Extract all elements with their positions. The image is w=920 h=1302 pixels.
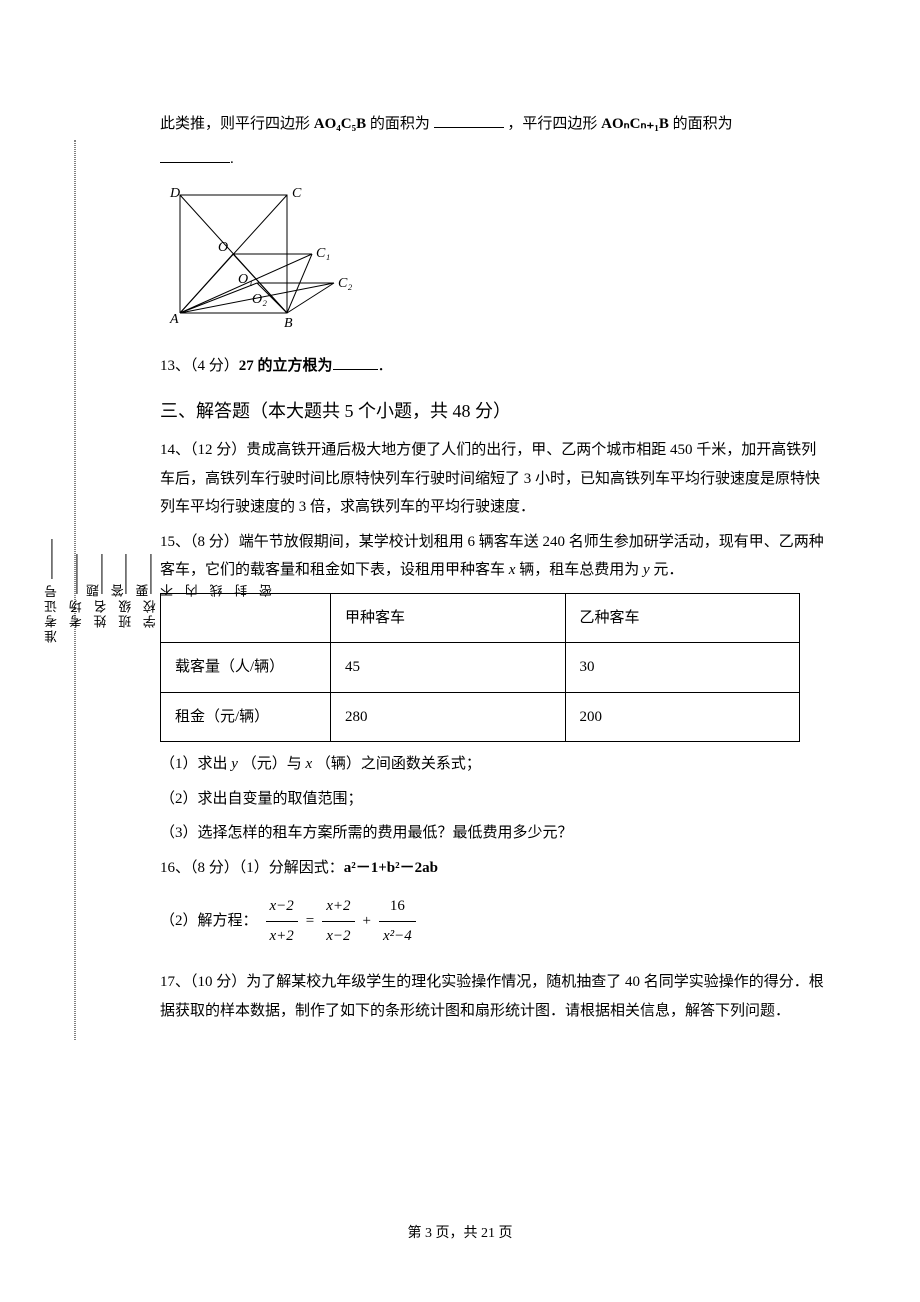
q15-sub1-b: （元）与 [242, 756, 302, 772]
fraction: 16 x²−4 [379, 892, 416, 950]
figure-label-C1: C₁ [316, 246, 330, 261]
binding-gutter: 学校 班级 姓名 考场 准考证号 密 封 线 内 不 要 答 题 [40, 140, 110, 1040]
figure-label-D: D [169, 186, 180, 201]
q15-body: 端午节放假期间，某学校计划租用 6 辆客车送 240 名师生参加研学活动，现有甲… [160, 534, 824, 579]
q13: 13、（4 分）27 的立方根为 ． [160, 352, 830, 381]
q17-body: 为了解某校九年级学生的理化实验操作情况，随机抽查了 40 名同学实验操作的得分．… [160, 974, 824, 1019]
table-cell: 280 [331, 692, 566, 742]
q12-figure: A B C D O O₁ O₂ C₁ C₂ [162, 183, 830, 344]
q16-part2: （2）解方程： x−2 x+2 = x+2 x−2 + 16 x²−4 [160, 892, 830, 950]
figure-label-C2: C₂ [338, 276, 352, 291]
q15-var-y: y [231, 756, 238, 772]
binding-label: 姓名 [89, 598, 114, 628]
frac-num: x−2 [266, 892, 298, 921]
q15-sub1: （1）求出 y （元）与 x （辆）之间函数关系式； [160, 750, 830, 779]
q12-text: 此类推，则平行四边形 [160, 116, 310, 132]
table-cell: 载客量（人/辆） [161, 643, 331, 693]
q16-part1: 16、（8 分）（1）分解因式：a²－1+b²－2ab [160, 854, 830, 883]
q15-body: 辆，租车总费用为 [519, 562, 639, 578]
plus-sign: + [363, 907, 371, 936]
table-cell [161, 593, 331, 643]
q15-bus-table: 甲种客车 乙种客车 载客量（人/辆） 45 30 租金（元/辆） 280 200 [160, 593, 800, 743]
frac-num: x+2 [322, 892, 354, 921]
q15-sub1-a: （1）求出 [160, 756, 228, 772]
q12-token: AO₄C₅B [314, 116, 366, 132]
answer-blank [333, 355, 378, 370]
q13-prefix: 13、（4 分） [160, 358, 239, 374]
q16-sub2-label: （2）解方程： [160, 907, 258, 936]
binding-seal: 题 [82, 583, 107, 598]
binding-seal: 要 [131, 583, 156, 598]
answer-blank [160, 148, 230, 163]
figure-label-A: A [169, 312, 179, 327]
q15-var-y: y [643, 562, 650, 578]
q15-var-x: x [509, 562, 516, 578]
figure-label-O2: O₂ [252, 292, 267, 307]
answer-blank [434, 113, 504, 128]
q12-text: 的面积为 [673, 116, 733, 132]
frac-num: 16 [379, 892, 416, 921]
table-row: 甲种客车 乙种客车 [161, 593, 800, 643]
binding-label: 班级 [114, 598, 139, 628]
q12-text: ，平行四边形 [507, 116, 597, 132]
q12-token: AOₙCₙ₊₁B [601, 116, 669, 132]
parallelogram-diagram: A B C D O O₁ O₂ C₁ C₂ [162, 183, 362, 333]
binding-label: 准考证号 [40, 583, 65, 643]
page-footer: 第 3 页，共 21 页 [0, 1221, 920, 1248]
fraction: x+2 x−2 [322, 892, 354, 950]
q14-body: 贵成高铁开通后极大地方便了人们的出行，甲、乙两个城市相距 450 千米，加开高铁… [160, 442, 820, 515]
q13-period: ． [378, 358, 393, 374]
table-cell: 30 [565, 643, 800, 693]
q12-period: . [230, 151, 234, 167]
q12-carryover-line2: . [160, 145, 830, 174]
q15-var-x: x [305, 756, 312, 772]
q16-prefix: 16、（8 分）（1）分解因式： [160, 860, 344, 876]
figure-label-O1: O₁ [238, 272, 253, 287]
q17: 17、（10 分）为了解某校九年级学生的理化实验操作情况，随机抽查了 40 名同… [160, 968, 830, 1025]
fraction: x−2 x+2 [266, 892, 298, 950]
eq-sign: = [306, 907, 314, 936]
q13-text: 27 的立方根为 [239, 358, 333, 374]
table-row: 租金（元/辆） 280 200 [161, 692, 800, 742]
table-cell: 乙种客车 [565, 593, 800, 643]
q15: 15、（8 分）端午节放假期间，某学校计划租用 6 辆客车送 240 名师生参加… [160, 528, 830, 585]
figure-label-C: C [292, 186, 302, 201]
table-cell: 200 [565, 692, 800, 742]
frac-den: x²−4 [379, 921, 416, 951]
q14-prefix: 14、（12 分） [160, 442, 246, 458]
q15-body: 元． [653, 562, 683, 578]
q15-sub1-c: （辆）之间函数关系式； [316, 756, 481, 772]
binding-label: 考场 [65, 598, 90, 628]
q15-prefix: 15、（8 分） [160, 534, 239, 550]
section-3-title: 三、解答题（本大题共 5 个小题，共 48 分） [160, 394, 830, 428]
q12-carryover: 此类推，则平行四边形 AO₄C₅B 的面积为 ，平行四边形 AOₙCₙ₊₁B 的… [160, 110, 830, 139]
figure-label-B: B [284, 316, 293, 331]
figure-label-O: O [218, 240, 228, 255]
frac-den: x+2 [266, 921, 298, 951]
table-cell: 45 [331, 643, 566, 693]
q16-expr1: a²－1+b²－2ab [344, 860, 438, 876]
q15-sub2: （2）求出自变量的取值范围； [160, 785, 830, 814]
q14: 14、（12 分）贵成高铁开通后极大地方便了人们的出行，甲、乙两个城市相距 45… [160, 436, 830, 522]
binding-seal: 答 [107, 583, 132, 598]
table-row: 载客量（人/辆） 45 30 [161, 643, 800, 693]
table-cell: 租金（元/辆） [161, 692, 331, 742]
q17-prefix: 17、（10 分） [160, 974, 246, 990]
q15-sub3: （3）选择怎样的租车方案所需的费用最低？最低费用多少元？ [160, 819, 830, 848]
frac-den: x−2 [322, 921, 354, 951]
table-cell: 甲种客车 [331, 593, 566, 643]
q12-text: 的面积为 [370, 116, 430, 132]
